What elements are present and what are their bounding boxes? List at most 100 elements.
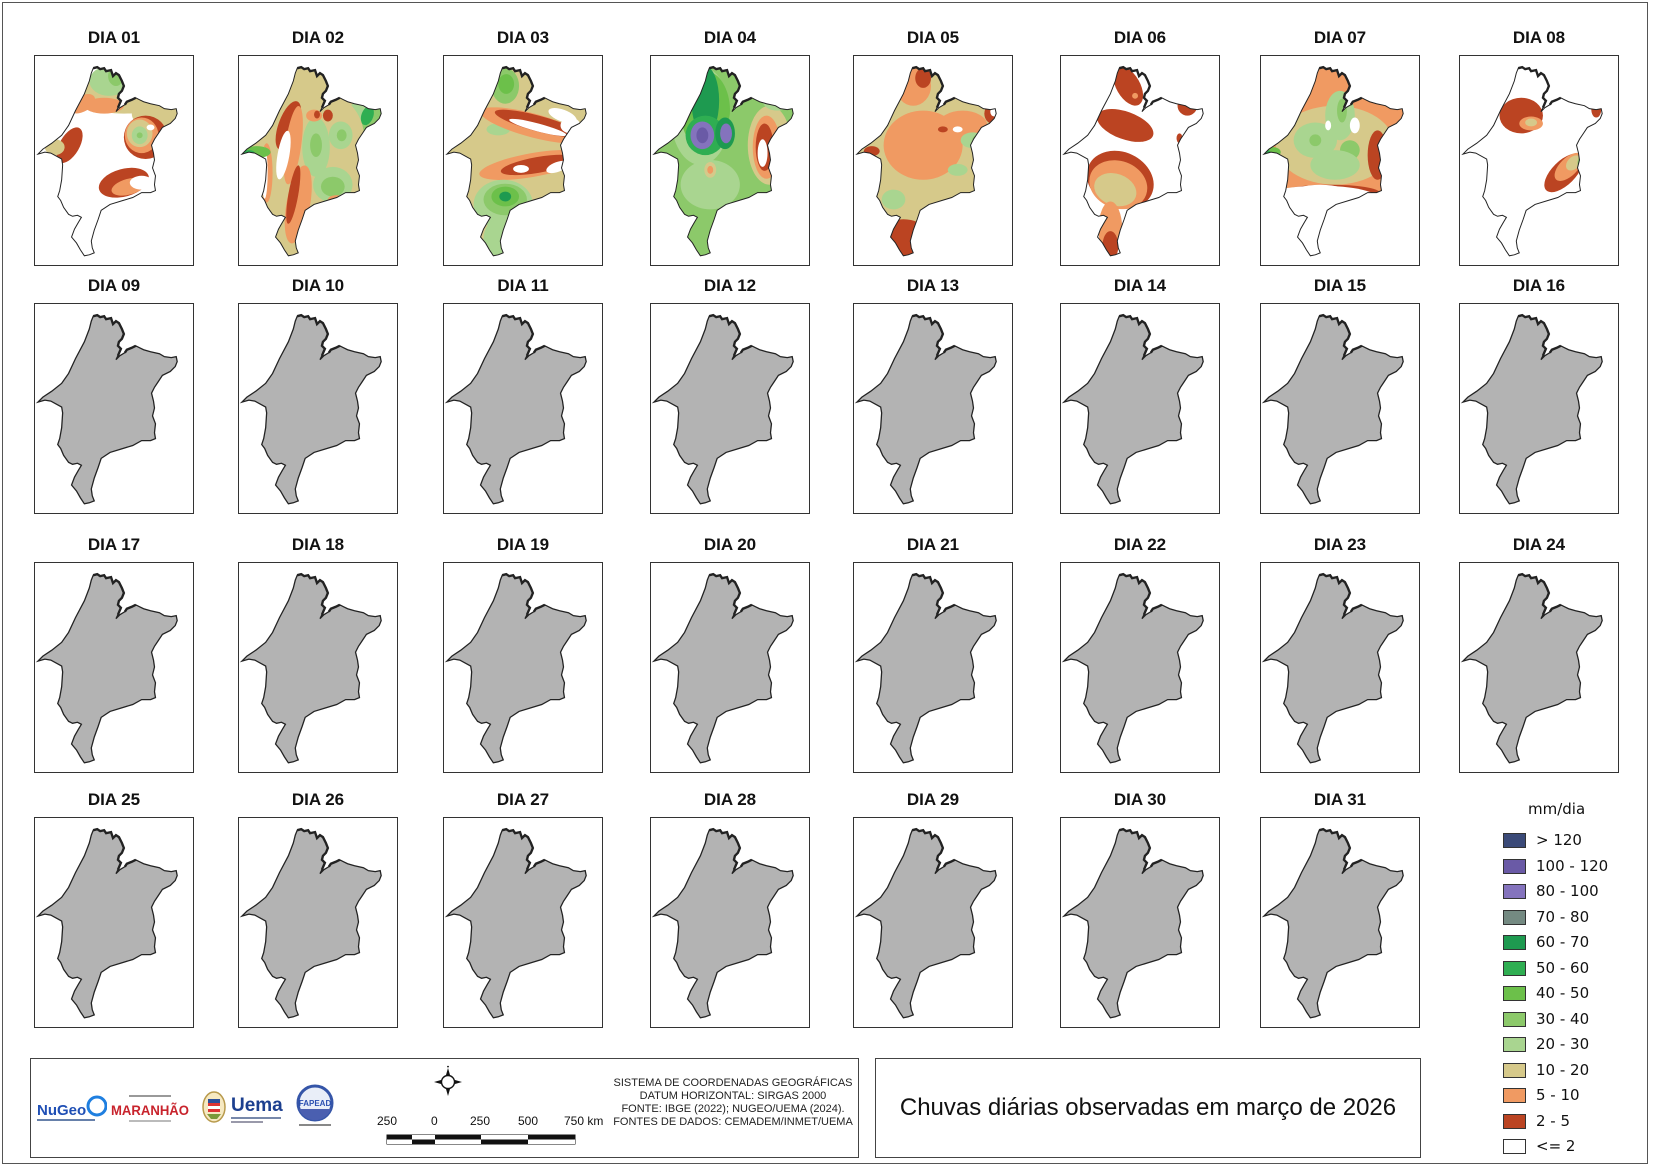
legend-swatch bbox=[1503, 909, 1526, 925]
rainfall-zone bbox=[1310, 150, 1360, 180]
legend-swatch bbox=[1503, 833, 1526, 848]
state-map bbox=[239, 313, 382, 505]
daily-map-panel bbox=[238, 303, 398, 514]
crs-line: FONTE: IBGE (2022); NUGEO/UEMA (2024). bbox=[621, 1103, 845, 1115]
legend-label: 20 - 30 bbox=[1536, 1035, 1590, 1053]
rainfall-zone bbox=[1094, 173, 1137, 207]
scale-bar bbox=[386, 1134, 576, 1145]
coastline bbox=[501, 827, 546, 871]
legend-label: 2 - 5 bbox=[1536, 1111, 1571, 1130]
coastline bbox=[1517, 313, 1562, 357]
panel-title: DIA 16 bbox=[1512, 276, 1566, 295]
panel-title: DIA 26 bbox=[291, 790, 345, 809]
panel-title: DIA 21 bbox=[906, 535, 960, 554]
legend-label: 70 - 80 bbox=[1536, 907, 1590, 926]
rainfall-surface bbox=[653, 67, 794, 256]
coastline bbox=[1118, 313, 1163, 357]
scale-label: 250 bbox=[470, 1114, 491, 1128]
coastline bbox=[296, 65, 341, 109]
rainfall-zone bbox=[915, 68, 932, 88]
panel-title: DIA 03 bbox=[496, 28, 550, 47]
rainfall-zone bbox=[1177, 95, 1198, 116]
coastline bbox=[92, 572, 137, 616]
daily-map-panel bbox=[1459, 55, 1619, 266]
coastline bbox=[708, 827, 753, 871]
rainfall-zone bbox=[129, 175, 154, 190]
state-outline bbox=[1261, 573, 1404, 764]
panel-title: DIA 31 bbox=[1313, 790, 1367, 809]
state-map bbox=[35, 572, 178, 764]
panel-title: DIA 04 bbox=[703, 28, 757, 47]
uema-logo: Uema bbox=[231, 1095, 283, 1123]
coastline bbox=[911, 827, 956, 871]
legend-label: 50 - 60 bbox=[1536, 958, 1590, 977]
rainfall-zone bbox=[314, 110, 320, 119]
rainfall-zone bbox=[286, 165, 301, 224]
state-outline bbox=[239, 573, 382, 764]
coastline bbox=[708, 572, 753, 616]
state-outline bbox=[1061, 573, 1204, 764]
rainfall-zone bbox=[310, 133, 322, 158]
legend-swatch bbox=[1503, 884, 1526, 899]
legend-swatch bbox=[1503, 1037, 1526, 1052]
state-map bbox=[854, 572, 997, 764]
legend-label: > 120 bbox=[1536, 831, 1582, 849]
panel-title: DIA 24 bbox=[1512, 535, 1566, 554]
rainfall-zone bbox=[1349, 117, 1360, 134]
state-outline bbox=[854, 314, 997, 505]
state-outline bbox=[35, 828, 178, 1019]
state-outline bbox=[854, 828, 997, 1019]
state-map bbox=[239, 827, 382, 1019]
rainfall-zone bbox=[696, 127, 709, 144]
crs-line: SISTEMA DE COORDENADAS GEOGRÁFICAS bbox=[613, 1077, 853, 1089]
rainfall-zone bbox=[336, 129, 347, 142]
rainfall-zone bbox=[320, 176, 345, 197]
daily-map-panel bbox=[1060, 562, 1220, 773]
rainfall-zone bbox=[1309, 134, 1322, 147]
rainfall-zone bbox=[276, 130, 291, 180]
daily-map-panel bbox=[1260, 817, 1420, 1028]
rainfall-zone bbox=[883, 219, 924, 240]
panel-title: DIA 07 bbox=[1313, 28, 1367, 47]
state-map bbox=[1261, 313, 1404, 505]
legend-swatch bbox=[1503, 1113, 1526, 1129]
panel-title: DIA 29 bbox=[906, 790, 960, 809]
coastline bbox=[1318, 827, 1363, 871]
state-map bbox=[651, 572, 794, 764]
rainfall-zone bbox=[680, 160, 740, 210]
legend-swatch bbox=[1503, 1088, 1526, 1103]
rainfall-zone bbox=[146, 124, 155, 131]
nugeo-logo-text: NuGeo bbox=[37, 1102, 86, 1119]
panel-title: DIA 18 bbox=[291, 535, 345, 554]
legend-swatch bbox=[1503, 1139, 1526, 1154]
rainfall-surface bbox=[446, 67, 587, 256]
coastline bbox=[1517, 572, 1562, 616]
coastline bbox=[92, 313, 137, 357]
rainfall-zone bbox=[567, 142, 587, 192]
state-map bbox=[36, 65, 178, 257]
rainfall-zone bbox=[1132, 92, 1139, 99]
rainfall-zone bbox=[720, 123, 732, 144]
panel-title: DIA 11 bbox=[497, 276, 549, 295]
daily-map-panel bbox=[238, 562, 398, 773]
legend-title: mm/dia bbox=[1528, 800, 1586, 818]
scale-label: 0 bbox=[431, 1114, 438, 1128]
rainfall-zone bbox=[990, 106, 997, 117]
daily-map-panel bbox=[1260, 562, 1420, 773]
rainfall-base bbox=[653, 67, 794, 256]
coastline bbox=[296, 827, 341, 871]
state-outline bbox=[1261, 314, 1404, 505]
state-map bbox=[651, 313, 794, 505]
coastline bbox=[1118, 65, 1163, 109]
panel-title: DIA 30 bbox=[1113, 790, 1167, 809]
state-map bbox=[1461, 65, 1603, 257]
daily-map-panel bbox=[853, 55, 1013, 266]
maranhao-logo: MARANHÃO bbox=[111, 1095, 189, 1122]
rainfall-zone bbox=[1096, 108, 1154, 142]
state-outline bbox=[651, 828, 794, 1019]
panel-title: DIA 20 bbox=[703, 535, 757, 554]
rainfall-zone bbox=[1325, 120, 1332, 131]
state-map bbox=[444, 827, 587, 1019]
rainfall-zone bbox=[136, 132, 143, 139]
daily-map-panel bbox=[238, 55, 398, 266]
